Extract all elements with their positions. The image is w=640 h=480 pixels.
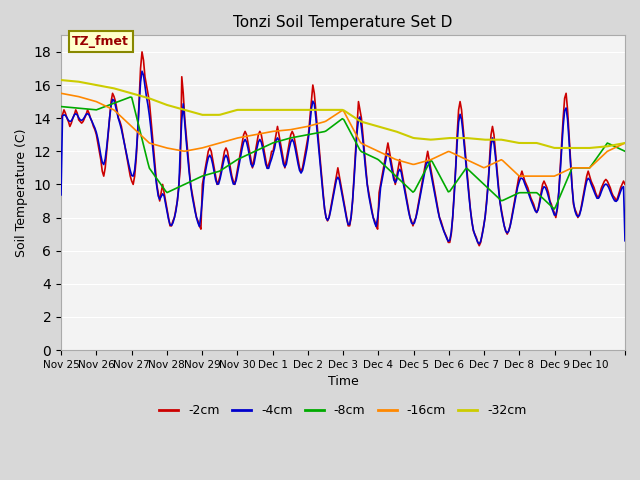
Y-axis label: Soil Temperature (C): Soil Temperature (C) [15, 129, 28, 257]
Bar [61, 19, 625, 52]
Bar [61, 52, 625, 85]
Bar [61, 184, 625, 217]
Bar [61, 118, 625, 151]
Bar [61, 217, 625, 251]
Title: Tonzi Soil Temperature Set D: Tonzi Soil Temperature Set D [234, 15, 452, 30]
X-axis label: Time: Time [328, 375, 358, 388]
Bar [61, 251, 625, 284]
Bar [61, 151, 625, 184]
Text: TZ_fmet: TZ_fmet [72, 35, 129, 48]
Bar [61, 317, 625, 350]
Bar [61, 85, 625, 118]
Bar [61, 284, 625, 317]
Legend: -2cm, -4cm, -8cm, -16cm, -32cm: -2cm, -4cm, -8cm, -16cm, -32cm [154, 399, 532, 422]
